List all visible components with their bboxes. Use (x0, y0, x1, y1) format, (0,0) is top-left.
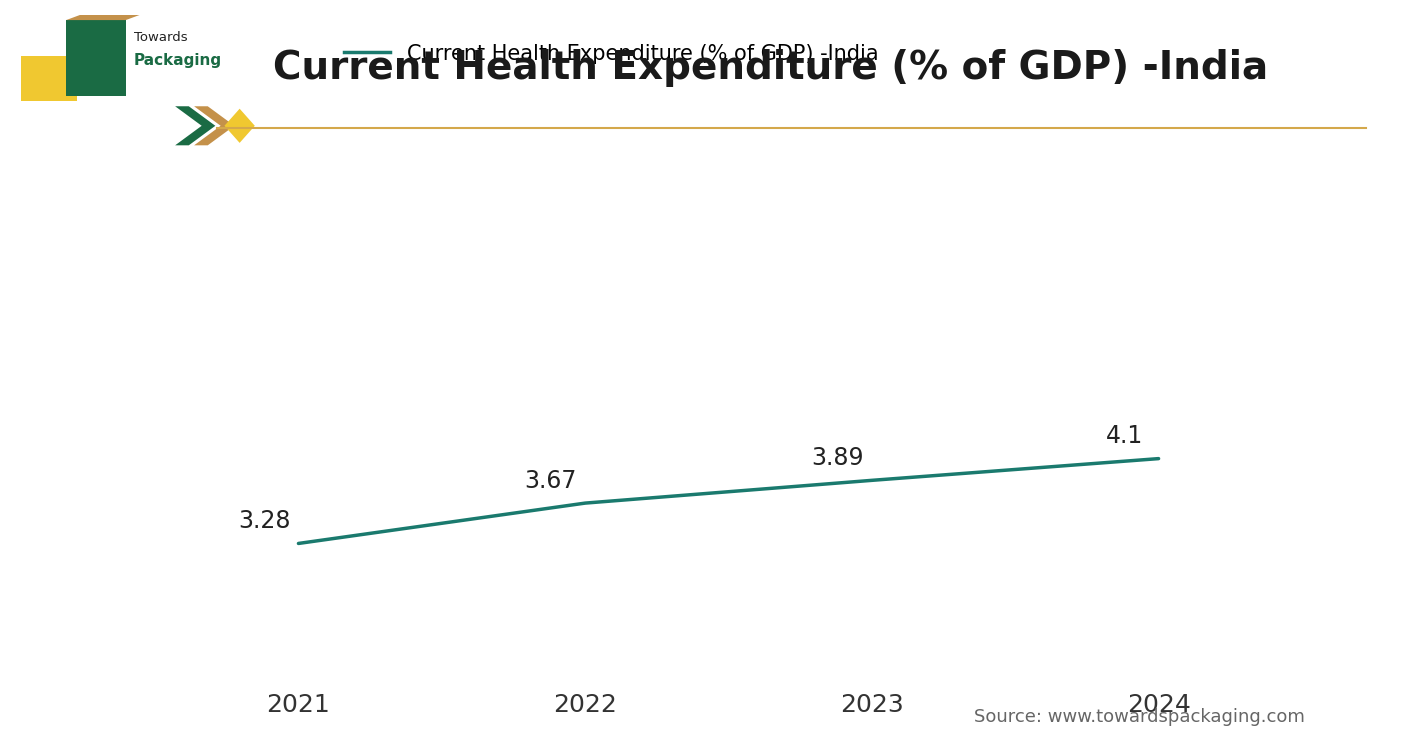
Legend: Current Health Expenditure (% of GDP) -India: Current Health Expenditure (% of GDP) -I… (345, 44, 878, 65)
Text: Current Health Expenditure (% of GDP) -India: Current Health Expenditure (% of GDP) -I… (273, 49, 1268, 86)
Polygon shape (195, 106, 234, 145)
Polygon shape (175, 106, 216, 145)
Text: 3.89: 3.89 (811, 446, 864, 470)
Text: Source: www.towardspackaging.com: Source: www.towardspackaging.com (974, 708, 1304, 726)
Polygon shape (224, 109, 255, 143)
Polygon shape (66, 20, 126, 96)
Text: Packaging: Packaging (134, 53, 221, 68)
Text: 4.1: 4.1 (1105, 424, 1143, 448)
Text: Towards: Towards (134, 31, 188, 44)
Text: 3.28: 3.28 (238, 509, 290, 533)
FancyBboxPatch shape (21, 56, 77, 101)
Text: 3.67: 3.67 (524, 469, 577, 493)
Polygon shape (66, 10, 153, 20)
